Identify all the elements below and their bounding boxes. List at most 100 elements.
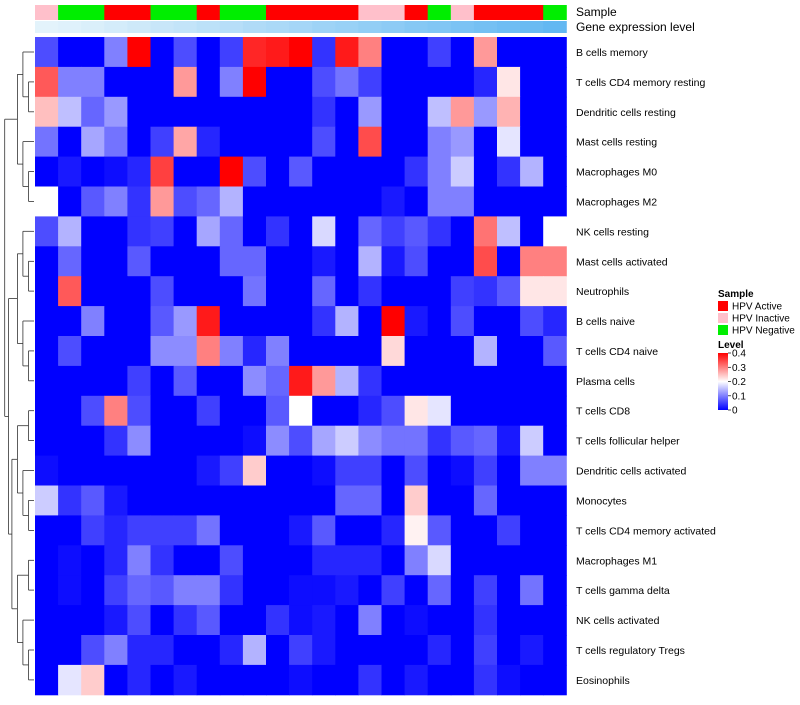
expression-annotation-cell bbox=[312, 21, 336, 33]
heatmap-cell bbox=[404, 515, 429, 546]
sample-annotation-cell bbox=[543, 5, 567, 20]
heatmap-cell bbox=[35, 395, 59, 427]
heatmap-cell bbox=[173, 395, 198, 427]
heatmap-cell bbox=[289, 575, 313, 606]
heatmap-cell bbox=[358, 425, 382, 457]
heatmap-cell bbox=[289, 336, 313, 367]
heatmap-cell bbox=[81, 216, 105, 247]
heatmap-cell bbox=[473, 336, 498, 367]
heatmap-cell bbox=[219, 664, 244, 696]
expression-annotation-cell bbox=[358, 21, 382, 33]
heatmap-cell bbox=[543, 246, 567, 277]
heatmap-cell bbox=[473, 664, 498, 696]
sample-annotation-cell bbox=[473, 5, 498, 20]
heatmap-cell bbox=[35, 126, 59, 158]
heatmap-cell bbox=[196, 575, 221, 606]
heatmap-cell bbox=[381, 455, 406, 486]
heatmap-cell bbox=[335, 455, 359, 486]
heatmap-cell bbox=[381, 515, 406, 546]
heatmap-cell bbox=[427, 306, 452, 337]
heatmap-cell bbox=[312, 216, 336, 247]
heatmap-cell bbox=[150, 37, 175, 68]
heatmap-cell bbox=[104, 336, 128, 367]
heatmap-cell bbox=[242, 336, 267, 367]
heatmap-cell bbox=[58, 276, 82, 307]
heatmap-cell bbox=[404, 126, 429, 158]
heatmap-cell bbox=[104, 485, 128, 516]
row-label: Dendritic cells resting bbox=[576, 107, 676, 119]
heatmap-cell bbox=[196, 664, 221, 696]
heatmap-cell bbox=[219, 635, 244, 666]
heatmap-cell bbox=[312, 306, 336, 337]
heatmap-cell bbox=[81, 156, 105, 187]
heatmap-cell bbox=[150, 635, 175, 666]
heatmap-cell bbox=[520, 276, 544, 307]
heatmap-cell bbox=[266, 545, 290, 576]
heatmap-cell bbox=[219, 37, 244, 68]
row-label: NK cells resting bbox=[576, 226, 649, 238]
heatmap-cell bbox=[473, 186, 498, 217]
heatmap-cell bbox=[335, 336, 359, 367]
heatmap-cell bbox=[450, 216, 475, 247]
heatmap-cell bbox=[473, 306, 498, 337]
heatmap-cell bbox=[58, 575, 82, 606]
heatmap-cell bbox=[404, 395, 429, 427]
heatmap-cell bbox=[543, 37, 567, 68]
heatmap-cell bbox=[81, 515, 105, 546]
sample-annotation-cell bbox=[404, 5, 429, 20]
heatmap-cell bbox=[381, 575, 406, 606]
heatmap-cell bbox=[104, 276, 128, 307]
heatmap-cell bbox=[289, 635, 313, 666]
heatmap-cell bbox=[196, 605, 221, 636]
row-label: T cells regulatory Tregs bbox=[576, 645, 685, 657]
heatmap-cell bbox=[219, 455, 244, 486]
heatmap-cell bbox=[381, 276, 406, 307]
heatmap-cell bbox=[312, 96, 336, 128]
heatmap-cell bbox=[335, 246, 359, 277]
heatmap-cell bbox=[104, 515, 128, 546]
heatmap-cell bbox=[473, 635, 498, 666]
heatmap-cell bbox=[358, 246, 382, 277]
heatmap-cell bbox=[427, 156, 452, 187]
expression-annotation-cell bbox=[104, 21, 128, 33]
heatmap-cell bbox=[266, 515, 290, 546]
heatmap-cell bbox=[150, 186, 175, 217]
heatmap-cell bbox=[381, 545, 406, 576]
heatmap-cell bbox=[473, 156, 498, 187]
heatmap-cell bbox=[196, 395, 221, 427]
heatmap-cell bbox=[196, 635, 221, 666]
heatmap-cell bbox=[104, 425, 128, 457]
heatmap-cell bbox=[543, 635, 567, 666]
heatmap-cell bbox=[196, 96, 221, 128]
heatmap-cell bbox=[150, 276, 175, 307]
heatmap-cell bbox=[242, 395, 267, 427]
heatmap-cell bbox=[335, 664, 359, 696]
heatmap-cell bbox=[173, 425, 198, 457]
heatmap-cell bbox=[127, 276, 151, 307]
heatmap-cell bbox=[473, 216, 498, 247]
heatmap-cell bbox=[312, 246, 336, 277]
level-legend-title: Level bbox=[718, 340, 744, 351]
heatmap-cell bbox=[497, 485, 521, 516]
heatmap-cell bbox=[196, 306, 221, 337]
heatmap-cell bbox=[173, 365, 198, 397]
expression-annotation-cell bbox=[127, 21, 151, 33]
heatmap-cell bbox=[58, 156, 82, 187]
expression-annotation-cell bbox=[219, 21, 244, 33]
heatmap-cell bbox=[150, 126, 175, 158]
heatmap-cell bbox=[58, 395, 82, 427]
heatmap-cell bbox=[35, 276, 59, 307]
heatmap-cell bbox=[150, 156, 175, 187]
heatmap-cell bbox=[289, 306, 313, 337]
sample-annotation-cell bbox=[312, 5, 336, 20]
heatmap-cell bbox=[404, 66, 429, 98]
sample-annotation-cell bbox=[335, 5, 359, 20]
expression-annotation-cell bbox=[173, 21, 198, 33]
heatmap-cell bbox=[358, 365, 382, 397]
heatmap-cell bbox=[289, 515, 313, 546]
heatmap-cell bbox=[266, 276, 290, 307]
heatmap-cell bbox=[173, 664, 198, 696]
heatmap-cell bbox=[150, 96, 175, 128]
